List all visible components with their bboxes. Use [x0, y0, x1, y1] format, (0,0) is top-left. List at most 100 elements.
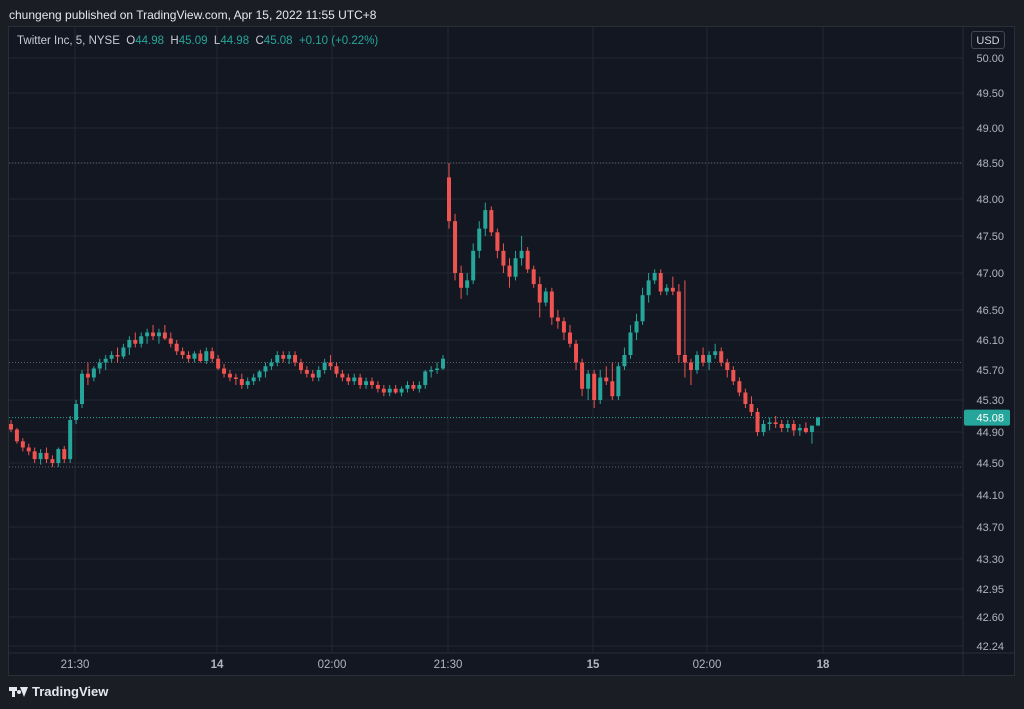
candle-body	[222, 368, 227, 374]
candle-body	[50, 459, 55, 463]
candle-body	[227, 373, 232, 378]
candle-body	[364, 381, 369, 385]
candle-body	[640, 295, 645, 322]
y-tick-label: 42.60	[976, 612, 1004, 624]
candle-body	[216, 358, 221, 369]
candle-body	[519, 250, 524, 259]
candle-body	[103, 358, 108, 363]
candle-body	[334, 366, 339, 374]
y-tick-label: 46.50	[976, 305, 1004, 317]
candle-body	[779, 424, 784, 428]
candle-body	[298, 362, 303, 370]
candle-body	[174, 343, 179, 352]
candle-body	[688, 362, 693, 370]
low-value: 44.98	[220, 35, 250, 47]
y-tick-label: 42.24	[976, 641, 1004, 653]
candle-body	[304, 370, 309, 374]
x-tick-label: 15	[587, 659, 600, 671]
candle-body	[501, 250, 506, 266]
candle-body	[791, 424, 796, 431]
candle-body	[525, 250, 530, 270]
candle-body	[192, 353, 197, 359]
candle-body	[375, 385, 380, 389]
open-label: O	[126, 35, 136, 47]
candle-body	[652, 273, 657, 281]
candle-body	[186, 355, 191, 359]
candle-body	[707, 355, 712, 363]
candle-body	[731, 370, 736, 382]
close-label: C	[255, 35, 264, 47]
candle-body	[785, 424, 790, 428]
open-value: 44.98	[135, 35, 165, 47]
symbol-name[interactable]: Twitter Inc, 5, NYSE	[17, 35, 120, 47]
candle-body	[713, 351, 718, 355]
candle-body	[358, 377, 363, 385]
candle-body	[269, 362, 274, 367]
candle-body	[701, 355, 706, 363]
close-value: 45.08	[263, 35, 293, 47]
candle-body	[9, 424, 13, 430]
candle-body	[658, 273, 663, 292]
candle-body	[580, 362, 585, 389]
candle-body	[233, 377, 238, 379]
candle-body	[328, 362, 333, 367]
y-tick-label: 45.30	[976, 395, 1004, 407]
candle-body	[447, 177, 451, 222]
candle-body	[507, 265, 512, 277]
x-tick-label: 21:30	[434, 659, 463, 671]
y-tick-label: 49.50	[976, 88, 1004, 100]
candle-body	[346, 377, 351, 382]
y-tick-label: 43.30	[976, 554, 1004, 566]
candle-body	[453, 221, 458, 273]
candle-body	[387, 388, 392, 393]
candle-body	[121, 347, 126, 357]
candle-body	[115, 355, 120, 357]
candle-body	[85, 373, 90, 378]
candle-body	[592, 373, 597, 400]
candle-body	[435, 368, 440, 370]
candle-body	[670, 287, 675, 292]
candle-body	[91, 368, 96, 378]
currency-button[interactable]: USD	[971, 31, 1005, 49]
candle-body	[239, 379, 244, 385]
candle-body	[616, 366, 621, 397]
y-tick-label: 44.50	[976, 458, 1004, 470]
candle-body	[287, 355, 292, 359]
candle-body	[477, 228, 482, 251]
candle-body	[622, 355, 627, 367]
x-tick-label: 02:00	[693, 659, 722, 671]
candle-body	[803, 428, 808, 432]
x-tick-label: 14	[211, 659, 224, 671]
candle-body	[399, 388, 404, 393]
candle-body	[393, 388, 398, 393]
candle-body	[761, 424, 766, 432]
candle-body	[156, 332, 161, 337]
candle-body	[127, 340, 132, 348]
y-tick-label: 44.90	[976, 427, 1004, 439]
candle-body	[816, 417, 820, 426]
candle-body	[543, 291, 548, 303]
candle-body	[429, 370, 434, 372]
candle-body	[628, 332, 633, 355]
candle-body	[97, 362, 102, 369]
candle-body	[32, 451, 37, 460]
tradingview-logo[interactable]: TradingView	[9, 684, 108, 699]
y-tick-label: 47.50	[976, 231, 1004, 243]
candle-body	[74, 404, 79, 420]
candle-body	[459, 273, 464, 288]
candle-body	[531, 269, 536, 285]
y-tick-label: 49.00	[976, 123, 1004, 135]
candle-body	[411, 385, 416, 389]
candle-body	[719, 351, 724, 363]
candle-body	[251, 377, 256, 382]
candle-body	[604, 377, 609, 382]
candle-body	[352, 377, 357, 382]
candle-body	[369, 381, 374, 385]
candle-body	[210, 351, 215, 359]
candle-body	[743, 392, 748, 404]
candle-body	[634, 321, 639, 333]
y-tick-label: 43.70	[976, 522, 1004, 534]
candle-body	[38, 452, 43, 460]
y-tick-label: 48.50	[976, 158, 1004, 170]
